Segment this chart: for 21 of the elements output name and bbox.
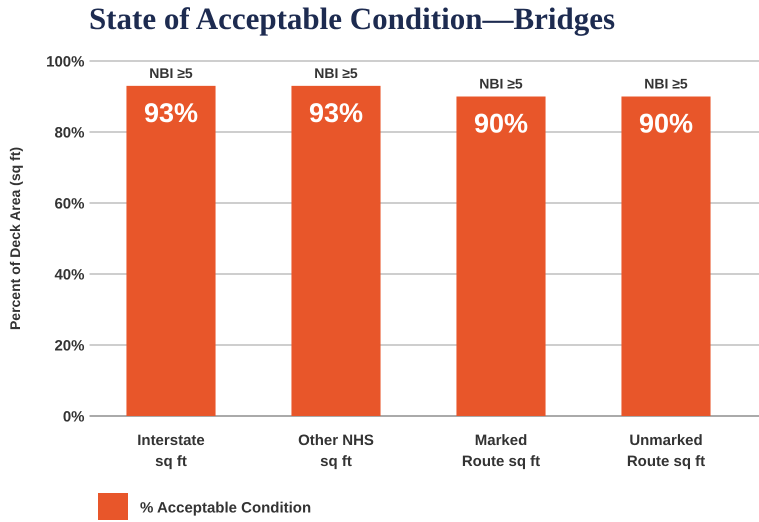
legend-label: % Acceptable Condition (140, 499, 312, 516)
x-tick-label: Marked Route sq ft (462, 432, 540, 470)
y-tick-label: 0% (62, 408, 84, 426)
y-tick-label: 40% (54, 266, 84, 284)
annotation: NBI ≥5 (644, 76, 688, 92)
annotation: NBI ≥5 (314, 64, 358, 81)
x-tick-label: Interstate sq ft (137, 432, 205, 470)
data-label: 93% (144, 98, 198, 128)
y-tick-label: 100% (46, 53, 84, 70)
x-tick-label: Unmarked Route sq ft (626, 432, 706, 470)
chart-title: State of Acceptable Condition—Bridges (88, 1, 616, 36)
data-label: 93% (308, 98, 364, 128)
y-tick-label: 60% (54, 195, 84, 212)
x-tick-label: Other NHS sq ft (298, 432, 374, 470)
y-tick-label: 20% (54, 337, 84, 354)
y-tick-label: 80% (54, 124, 84, 142)
y-axis-title: Percent of Deck Area (sq ft) (7, 146, 23, 330)
annotation: NBI ≥5 (149, 64, 193, 81)
data-label: 90% (474, 108, 528, 138)
data-label: 90% (638, 108, 694, 138)
annotation: NBI ≥5 (479, 76, 523, 92)
